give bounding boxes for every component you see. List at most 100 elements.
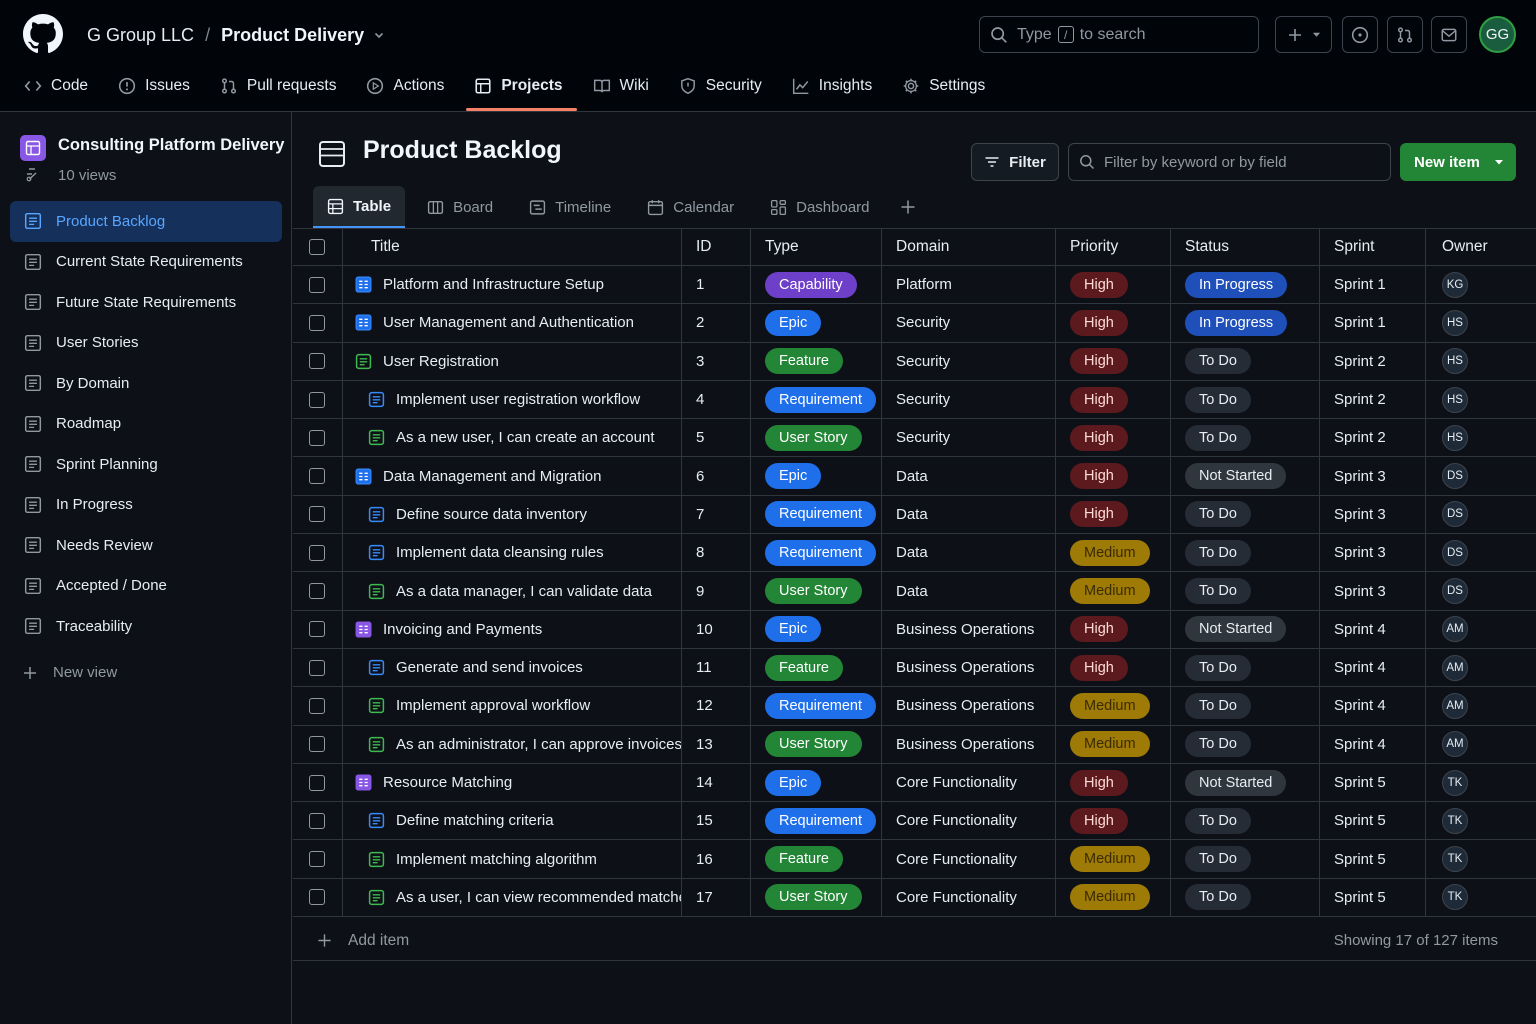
avatar[interactable]: TK — [1442, 769, 1468, 796]
title-cell[interactable]: Generate and send invoices — [343, 648, 682, 687]
add-item-button[interactable]: Add item — [317, 932, 409, 950]
priority-badge[interactable]: High — [1070, 386, 1128, 413]
select-all-checkbox[interactable] — [293, 229, 343, 265]
title-cell[interactable]: Resource Matching — [343, 763, 682, 802]
table-row[interactable]: Invoicing and Payments 10 Epic Business Ope… — [293, 610, 1536, 649]
item-title[interactable]: As an administrator, I can approve invoi… — [396, 735, 682, 753]
priority-badge[interactable]: High — [1070, 616, 1128, 643]
avatar[interactable]: TK — [1442, 807, 1468, 834]
title-cell[interactable]: Define source data inventory — [343, 495, 682, 534]
column-header-type[interactable]: Type — [751, 229, 882, 265]
sidebar-view-item[interactable]: Accepted / Done — [10, 566, 282, 607]
table-row[interactable]: As a new user, I can create an account 5 U… — [293, 419, 1536, 458]
item-title[interactable]: Implement user registration workflow — [396, 391, 641, 409]
filter-button[interactable]: Filter — [971, 143, 1059, 181]
title-cell[interactable]: Data Management and Migration — [343, 457, 682, 495]
title-cell[interactable]: User Management and Authentication — [343, 304, 682, 342]
row-checkbox[interactable] — [293, 342, 343, 380]
tab-table[interactable]: Table — [313, 186, 406, 228]
column-header-priority[interactable]: Priority — [1056, 229, 1171, 265]
type-badge[interactable]: Requirement — [765, 501, 877, 528]
table-row[interactable]: Platform and Infrastructure Setup 1 Capabi… — [293, 266, 1536, 305]
item-title[interactable]: As a data manager, I can validate data — [396, 582, 653, 600]
priority-badge[interactable]: High — [1070, 807, 1128, 834]
new-view-button[interactable]: New view — [22, 664, 117, 681]
filter-input[interactable]: Filter by keyword or by field — [1068, 143, 1391, 181]
title-cell[interactable]: Define matching criteria — [343, 802, 682, 840]
item-title[interactable]: Resource Matching — [383, 774, 513, 791]
item-title[interactable]: As a user, I can view recommended matche… — [396, 888, 682, 906]
priority-badge[interactable]: High — [1070, 309, 1128, 336]
nav-actions[interactable]: Actions — [366, 72, 444, 100]
type-badge[interactable]: Requirement — [765, 539, 877, 566]
row-checkbox[interactable] — [293, 840, 343, 878]
priority-badge[interactable]: Medium — [1070, 731, 1150, 758]
title-cell[interactable]: As a new user, I can create an account — [343, 419, 682, 457]
priority-badge[interactable]: Medium — [1070, 884, 1150, 911]
sidebar-view-item[interactable]: Current State Requirements — [10, 242, 282, 283]
status-badge[interactable]: To Do — [1185, 578, 1251, 605]
status-badge[interactable]: Not Started — [1185, 616, 1287, 643]
type-badge[interactable]: Epic — [765, 769, 822, 796]
row-checkbox[interactable] — [293, 495, 343, 534]
sidebar-view-item[interactable]: Future State Requirements — [10, 282, 282, 323]
issues-button[interactable] — [1342, 16, 1378, 53]
column-header-domain[interactable]: Domain — [882, 229, 1056, 265]
create-new-button[interactable] — [1275, 16, 1332, 53]
inbox-button[interactable] — [1431, 16, 1467, 53]
table-row[interactable]: Implement matching algorithm 16 Feature Cor… — [293, 840, 1536, 879]
avatar[interactable]: HS — [1442, 386, 1468, 413]
status-badge[interactable]: To Do — [1185, 654, 1251, 681]
item-title[interactable]: Generate and send invoices — [396, 659, 583, 677]
title-cell[interactable]: Platform and Infrastructure Setup — [343, 266, 682, 304]
avatar[interactable]: AM — [1442, 731, 1468, 758]
type-badge[interactable]: Requirement — [765, 692, 877, 719]
status-badge[interactable]: Not Started — [1185, 463, 1287, 490]
title-cell[interactable]: As a data manager, I can validate data — [343, 572, 682, 610]
user-avatar[interactable]: GG — [1479, 16, 1516, 53]
item-title[interactable]: Invoicing and Payments — [383, 620, 543, 638]
priority-badge[interactable]: High — [1070, 463, 1128, 490]
type-badge[interactable]: Epic — [765, 309, 822, 336]
tab-calendar[interactable]: Calendar — [633, 186, 748, 228]
avatar[interactable]: HS — [1442, 348, 1468, 375]
chevron-down-icon[interactable] — [374, 30, 384, 40]
priority-badge[interactable]: High — [1070, 654, 1128, 681]
type-badge[interactable]: User Story — [765, 884, 862, 911]
type-badge[interactable]: Requirement — [765, 807, 877, 834]
item-title[interactable]: Implement matching algorithm — [396, 850, 597, 868]
status-badge[interactable]: To Do — [1185, 424, 1251, 451]
avatar[interactable]: KG — [1442, 271, 1468, 298]
nav-insights[interactable]: Insights — [792, 72, 872, 100]
status-badge[interactable]: To Do — [1185, 539, 1251, 566]
nav-projects[interactable]: Projects — [466, 72, 577, 111]
status-badge[interactable]: To Do — [1185, 386, 1251, 413]
priority-badge[interactable]: High — [1070, 424, 1128, 451]
avatar[interactable]: DS — [1442, 463, 1468, 490]
table-row[interactable]: As a data manager, I can validate data 9 U… — [293, 572, 1536, 611]
type-badge[interactable]: Feature — [765, 348, 843, 375]
sidebar-view-item[interactable]: Roadmap — [10, 404, 282, 445]
column-header-sprint[interactable]: Sprint — [1320, 229, 1426, 265]
tab-timeline[interactable]: Timeline — [515, 186, 625, 228]
status-badge[interactable]: In Progress — [1185, 271, 1288, 298]
item-title[interactable]: Data Management and Migration — [383, 467, 602, 485]
type-badge[interactable]: User Story — [765, 731, 862, 758]
priority-badge[interactable]: High — [1070, 501, 1128, 528]
sidebar-view-item[interactable]: Needs Review — [10, 525, 282, 566]
column-header-status[interactable]: Status — [1171, 229, 1320, 265]
type-badge[interactable]: Epic — [765, 463, 822, 490]
title-cell[interactable]: Implement matching algorithm — [343, 840, 682, 878]
status-badge[interactable]: In Progress — [1185, 309, 1288, 336]
org-link[interactable]: G Group LLC — [87, 24, 195, 45]
status-badge[interactable]: To Do — [1185, 846, 1251, 873]
item-title[interactable]: Platform and Infrastructure Setup — [383, 276, 604, 294]
avatar[interactable]: HS — [1442, 424, 1468, 451]
row-checkbox[interactable] — [293, 878, 343, 917]
row-checkbox[interactable] — [293, 648, 343, 687]
avatar[interactable]: HS — [1442, 309, 1468, 336]
row-checkbox[interactable] — [293, 763, 343, 802]
priority-badge[interactable]: High — [1070, 769, 1128, 796]
title-cell[interactable]: As an administrator, I can approve invoi… — [343, 725, 682, 763]
avatar[interactable]: DS — [1442, 578, 1468, 605]
